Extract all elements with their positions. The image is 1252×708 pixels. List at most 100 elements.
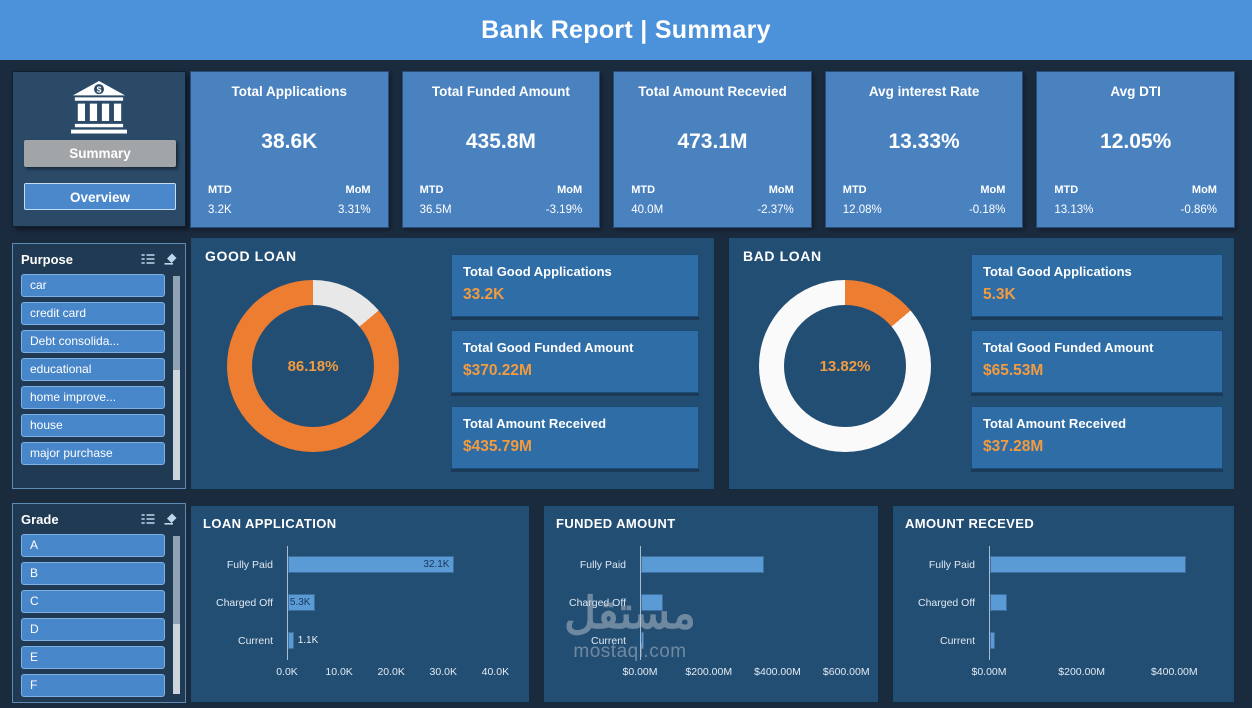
x-tick: $0.00M: [622, 666, 658, 678]
category-label-fully-paid: Fully Paid: [579, 559, 626, 571]
stat-label: Total Good Funded Amount: [983, 340, 1154, 355]
mom-value: -2.37%: [757, 204, 794, 216]
purpose-scrollbar[interactable]: [173, 276, 180, 480]
loan-application-chart: LOAN APPLICATION Fully Paid Charged Off …: [190, 505, 530, 703]
category-label-current: Current: [590, 635, 626, 647]
kpi-row: Total Applications 38.6K MTD 3.2K MoM 3.31…: [190, 71, 1235, 228]
good-loan-donut-chart[interactable]: 86.18%: [227, 280, 399, 452]
mtd-value: 40.0M: [631, 204, 664, 216]
grade-item-a[interactable]: A: [21, 534, 165, 557]
scrollbar-thumb[interactable]: [173, 276, 180, 370]
grade-item-f[interactable]: F: [21, 674, 165, 697]
stat-value: $65.53M: [983, 362, 1044, 379]
purpose-slicer-title: Purpose: [21, 251, 74, 267]
bar-charged-off[interactable]: [641, 594, 664, 611]
funded-amount-chart: FUNDED AMOUNT Fully Paid Charged Off Cur…: [543, 505, 879, 703]
bad-loan-donut-chart[interactable]: 13.82%: [759, 280, 931, 452]
kpi-value: 12.05%: [1100, 130, 1172, 153]
grade-item-b[interactable]: B: [21, 562, 165, 585]
page-title: Bank Report | Summary: [481, 15, 771, 44]
grade-slicer-header: Grade: [13, 504, 185, 534]
kpi-value: 13.33%: [888, 130, 960, 153]
x-tick: 30.0K: [429, 666, 457, 678]
bar-value-label: 1.1K: [297, 635, 319, 646]
x-tick: 10.0K: [325, 666, 353, 678]
category-axis: Fully Paid Charged Off Current: [899, 546, 983, 660]
stat-label: Total Amount Received: [983, 416, 1127, 431]
x-tick: $200.00M: [685, 666, 733, 678]
navigation-panel: $ Summary Overview: [12, 71, 186, 227]
x-tick: 20.0K: [377, 666, 405, 678]
x-tick: 40.0K: [481, 666, 510, 678]
grade-item-c[interactable]: C: [21, 590, 165, 613]
kpi-card-avg-interest-rate: Avg interest Rate 13.33% MTD 12.08% MoM -0…: [824, 71, 1024, 228]
clear-filter-icon[interactable]: [164, 253, 177, 265]
purpose-slicer: Purpose car credit card Debt consolida..…: [12, 243, 186, 489]
bank-icon: $: [71, 80, 127, 134]
mom-value: -0.86%: [1180, 204, 1217, 216]
overview-nav-button[interactable]: Overview: [24, 183, 176, 210]
amount-received-chart: AMOUNT RECEVED Fully Paid Charged Off Cu…: [892, 505, 1235, 703]
x-tick: $0.00M: [971, 666, 1007, 678]
bar-current[interactable]: 1.1K: [288, 632, 318, 649]
category-label-fully-paid: Fully Paid: [928, 559, 975, 571]
good-loan-stats: Total Good Applications 33.2K Total Good…: [451, 254, 699, 482]
stat-label: Total Good Applications: [463, 264, 612, 279]
kpi-card-total-funded-amount: Total Funded Amount 435.8M MTD 36.5M MoM -…: [401, 71, 601, 228]
purpose-slicer-header: Purpose: [13, 244, 185, 274]
stat-label: Total Good Funded Amount: [463, 340, 634, 355]
good-loan-panel: GOOD LOAN 86.18% Total Good Applications…: [190, 237, 715, 490]
x-tick: $400.00M: [754, 666, 801, 678]
kpi-value: 435.8M: [465, 130, 536, 153]
purpose-item-major-purchase[interactable]: major purchase: [21, 442, 165, 465]
bar-current[interactable]: [990, 632, 996, 649]
purpose-item-house[interactable]: house: [21, 414, 165, 437]
scrollbar-thumb[interactable]: [173, 536, 180, 625]
bar-charged-off[interactable]: [990, 594, 1008, 611]
bar-fully-paid[interactable]: [641, 556, 765, 573]
stat-value: $435.79M: [463, 438, 532, 455]
bad-loan-title: BAD LOAN: [743, 248, 822, 264]
bar-current[interactable]: [641, 632, 645, 649]
mom-label: MoM: [1191, 184, 1217, 196]
multi-select-icon[interactable]: [141, 253, 155, 265]
stat-box-bad-amount-received: Total Amount Received $37.28M: [971, 406, 1223, 469]
stat-box-bad-applications: Total Good Applications 5.3K: [971, 254, 1223, 317]
mom-value: -3.19%: [545, 204, 583, 216]
bar-value-label: 32.1K: [423, 559, 450, 570]
purpose-item-credit-card[interactable]: credit card: [21, 302, 165, 325]
clear-filter-icon[interactable]: [164, 513, 177, 525]
purpose-item-home-improvement[interactable]: home improve...: [21, 386, 165, 409]
mtd-value: 36.5M: [419, 204, 452, 216]
chart-title: LOAN APPLICATION: [203, 516, 337, 531]
mtd-value: 3.2K: [208, 204, 232, 216]
grade-item-d[interactable]: D: [21, 618, 165, 641]
bar-fully-paid[interactable]: [990, 556, 1187, 573]
category-axis: Fully Paid Charged Off Current: [197, 546, 281, 660]
grade-scrollbar[interactable]: [173, 536, 180, 694]
mom-label: MoM: [980, 184, 1006, 196]
kpi-title: Total Applications: [231, 84, 348, 99]
grade-item-e[interactable]: E: [21, 646, 165, 669]
stat-box-good-amount-received: Total Amount Received $435.79M: [451, 406, 699, 469]
mtd-label: MTD: [631, 184, 656, 196]
kpi-value: 38.6K: [261, 130, 318, 153]
bar-fully-paid[interactable]: 32.1K: [288, 556, 455, 573]
purpose-item-car[interactable]: car: [21, 274, 165, 297]
bad-loan-panel: BAD LOAN 13.82% Total Good Applications …: [728, 237, 1235, 490]
category-axis: Fully Paid Charged Off Current: [550, 546, 634, 660]
x-axis: 0.0K 10.0K 20.0K 30.0K 40.0K: [276, 666, 511, 680]
summary-nav-button[interactable]: Summary: [24, 140, 176, 167]
mom-value: -0.18%: [968, 204, 1006, 216]
purpose-item-educational[interactable]: educational: [21, 358, 165, 381]
purpose-item-debt-consolidation[interactable]: Debt consolida...: [21, 330, 165, 353]
x-axis: $0.00M $200.00M $400.00M $600.00M: [622, 666, 869, 680]
mtd-label: MTD: [1054, 184, 1079, 196]
mtd-value: 13.13%: [1054, 204, 1094, 216]
mom-label: MoM: [768, 184, 794, 196]
multi-select-icon[interactable]: [141, 513, 155, 525]
mom-label: MoM: [345, 184, 371, 196]
bar-charged-off[interactable]: 5.3K: [288, 594, 316, 611]
mtd-label: MTD: [208, 184, 232, 196]
